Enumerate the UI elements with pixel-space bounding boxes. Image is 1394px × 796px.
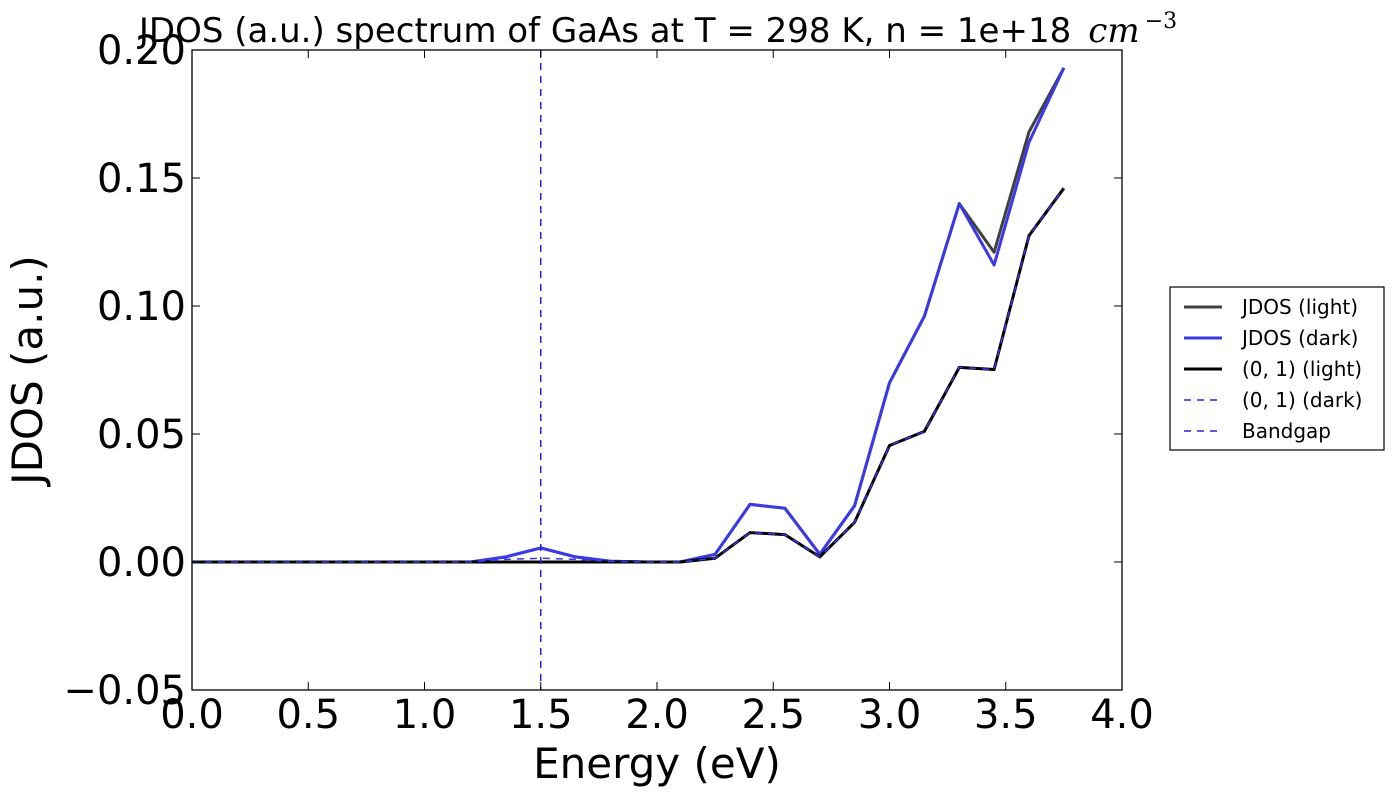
x-tick-label: 3.0	[858, 692, 922, 738]
x-tick-label: 2.5	[741, 692, 805, 738]
series-line-4	[192, 187, 1065, 563]
y-tick-label: 0.20	[97, 28, 186, 74]
series-line-1	[192, 67, 1066, 564]
chart-title-unit-exponent: −3	[1145, 9, 1177, 34]
x-tick-label: 4.0	[1090, 692, 1154, 738]
series-line-2	[192, 67, 1066, 564]
x-axis-label: Energy (eV)	[533, 739, 781, 788]
y-axis-label: JDOS (a.u.)	[3, 255, 52, 488]
x-tick-label: 0.5	[276, 692, 340, 738]
legend-label: JDOS (dark)	[1240, 326, 1358, 350]
y-tick-label: 0.05	[97, 412, 186, 458]
x-tick-label: 1.0	[393, 692, 457, 738]
y-tick-label: −0.05	[63, 668, 186, 714]
chart-title: JDOS (a.u.) spectrum of GaAs at T = 298 …	[137, 9, 1177, 51]
chart-title-unit: cm	[1088, 11, 1139, 51]
series-line-3	[192, 187, 1066, 564]
legend-label: (0, 1) (light)	[1242, 357, 1362, 381]
x-tick-label: 3.5	[974, 692, 1038, 738]
legend-label: Bandgap	[1242, 419, 1331, 443]
x-tick-label: 0.0	[160, 692, 224, 738]
legend: JDOS (light) JDOS (dark) (0, 1) (light) (0,…	[1169, 286, 1385, 451]
x-tick-label: 2.0	[625, 692, 689, 738]
y-tick-label: 0.15	[97, 156, 186, 202]
y-tick-label: 0.10	[97, 284, 186, 330]
y-tick-label: 0.00	[97, 540, 186, 586]
legend-label: JDOS (light)	[1240, 295, 1358, 319]
legend-label: (0, 1) (dark)	[1242, 388, 1363, 412]
x-tick-label: 1.5	[509, 692, 573, 738]
chart-title-text: JDOS (a.u.) spectrum of GaAs at T = 298 …	[137, 11, 1071, 51]
